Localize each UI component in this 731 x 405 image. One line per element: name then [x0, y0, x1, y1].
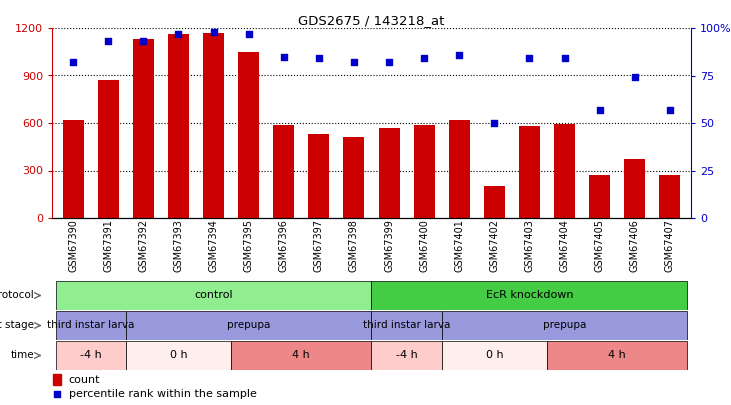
Text: -4 h: -4 h — [395, 350, 417, 360]
Point — [278, 53, 289, 60]
Bar — [371, 341, 442, 370]
Bar — [519, 126, 540, 218]
Bar — [126, 341, 231, 370]
Bar — [371, 311, 442, 340]
Bar — [449, 120, 470, 218]
Point — [51, 390, 63, 397]
Bar — [442, 341, 547, 370]
Point — [629, 74, 640, 81]
Bar — [56, 311, 126, 340]
Point — [243, 30, 254, 37]
Bar — [126, 311, 371, 340]
Point — [173, 30, 184, 37]
Text: 4 h: 4 h — [608, 350, 626, 360]
Bar — [624, 160, 645, 218]
Point — [208, 29, 219, 35]
Bar — [554, 124, 575, 218]
Bar — [589, 175, 610, 218]
Text: percentile rank within the sample: percentile rank within the sample — [69, 389, 257, 399]
Text: protocol: protocol — [0, 290, 34, 301]
Text: third instar larva: third instar larva — [363, 320, 450, 330]
Title: GDS2675 / 143218_at: GDS2675 / 143218_at — [298, 14, 444, 27]
Bar — [484, 186, 505, 218]
Text: development stage: development stage — [0, 320, 34, 330]
Bar — [56, 281, 371, 310]
Text: 4 h: 4 h — [292, 350, 310, 360]
Point — [348, 59, 360, 66]
Bar — [231, 341, 371, 370]
Text: count: count — [69, 375, 100, 385]
Point — [558, 55, 570, 62]
Bar — [133, 39, 154, 218]
Text: time: time — [10, 350, 34, 360]
Bar — [63, 120, 83, 218]
Bar — [414, 125, 435, 218]
Point — [594, 107, 605, 113]
Point — [418, 55, 430, 62]
Point — [67, 59, 79, 66]
Bar — [379, 128, 400, 218]
Bar — [442, 311, 687, 340]
Text: 0 h: 0 h — [170, 350, 187, 360]
Bar — [168, 34, 189, 218]
Text: EcR knockdown: EcR knockdown — [485, 290, 573, 301]
Bar — [98, 80, 118, 218]
Text: prepupa: prepupa — [543, 320, 586, 330]
Bar — [344, 137, 365, 218]
Point — [383, 59, 395, 66]
Point — [313, 55, 325, 62]
Text: prepupa: prepupa — [227, 320, 270, 330]
Text: control: control — [194, 290, 232, 301]
Bar — [203, 33, 224, 218]
Point — [137, 38, 149, 45]
Bar — [53, 374, 61, 385]
Text: third instar larva: third instar larva — [47, 320, 135, 330]
Point — [488, 120, 500, 126]
Bar — [273, 125, 295, 218]
Point — [523, 55, 535, 62]
Text: -4 h: -4 h — [80, 350, 102, 360]
Bar — [56, 341, 126, 370]
Point — [102, 38, 114, 45]
Point — [453, 51, 465, 58]
Bar — [659, 175, 681, 218]
Bar — [371, 281, 687, 310]
Bar — [308, 134, 330, 218]
Text: 0 h: 0 h — [485, 350, 503, 360]
Bar — [238, 52, 260, 218]
Point — [664, 107, 675, 113]
Bar — [547, 341, 687, 370]
